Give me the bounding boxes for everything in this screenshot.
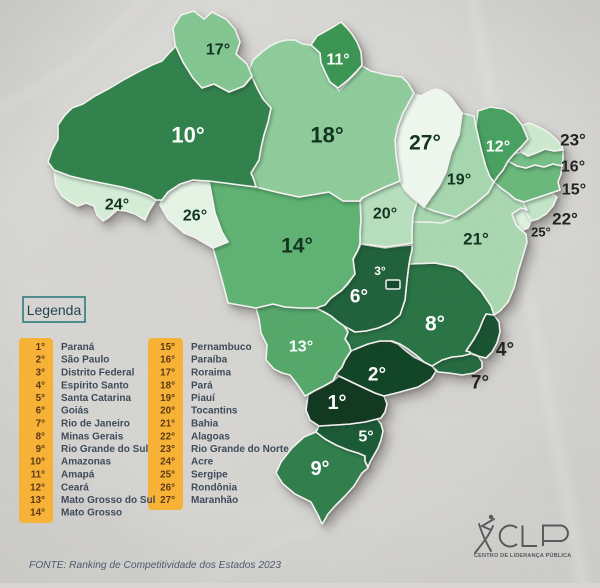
svg-text:24°: 24° [160, 457, 175, 468]
svg-text:17°: 17° [206, 42, 230, 59]
svg-text:13°: 13° [289, 339, 313, 356]
svg-text:2°: 2° [368, 365, 386, 386]
svg-text:14°: 14° [30, 508, 45, 519]
svg-text:11°: 11° [326, 52, 349, 69]
svg-text:12°: 12° [30, 482, 45, 493]
svg-text:Sergipe: Sergipe [191, 470, 228, 481]
svg-text:12°: 12° [486, 139, 510, 156]
svg-text:7°: 7° [471, 373, 489, 394]
svg-text:6°: 6° [350, 287, 368, 308]
svg-text:20°: 20° [160, 406, 175, 417]
svg-text:15°: 15° [562, 182, 586, 199]
svg-text:18°: 18° [310, 123, 343, 148]
svg-text:Rondônia: Rondônia [191, 482, 238, 493]
svg-text:Acre: Acre [191, 457, 214, 468]
svg-text:Tocantins: Tocantins [191, 406, 238, 417]
svg-text:Ceará: Ceará [61, 482, 89, 493]
svg-text:9°: 9° [36, 444, 45, 455]
svg-text:27°: 27° [160, 495, 175, 506]
svg-text:14°: 14° [281, 235, 313, 258]
svg-text:26°: 26° [183, 208, 207, 225]
svg-text:Alagoas: Alagoas [191, 431, 230, 442]
svg-text:Maranhão: Maranhão [191, 495, 238, 506]
svg-text:Goiás: Goiás [61, 406, 89, 417]
svg-text:Pará: Pará [191, 380, 213, 391]
svg-text:5°: 5° [36, 393, 45, 404]
svg-text:19°: 19° [447, 172, 471, 189]
svg-text:Paraíba: Paraíba [191, 355, 228, 366]
svg-text:8°: 8° [36, 431, 45, 442]
svg-text:Mato Grosso do Sul: Mato Grosso do Sul [61, 495, 156, 506]
svg-text:27°: 27° [409, 132, 441, 155]
svg-text:Espírito Santo: Espírito Santo [61, 380, 129, 391]
svg-text:26°: 26° [160, 482, 175, 493]
svg-text:20°: 20° [373, 206, 397, 223]
svg-text:23°: 23° [160, 444, 175, 455]
svg-text:23°: 23° [560, 131, 586, 150]
svg-text:18°: 18° [160, 380, 175, 391]
svg-text:Amazonas: Amazonas [61, 457, 111, 468]
svg-text:3°: 3° [36, 368, 45, 379]
svg-text:16°: 16° [561, 159, 585, 176]
svg-text:1°: 1° [327, 392, 346, 414]
svg-text:16°: 16° [160, 355, 175, 366]
svg-text:22°: 22° [552, 210, 578, 229]
svg-text:Roraima: Roraima [191, 368, 231, 379]
svg-text:Rio Grande do Norte: Rio Grande do Norte [191, 444, 289, 455]
svg-text:25°: 25° [531, 225, 551, 240]
svg-text:FONTE: Ranking de Competitivid: FONTE: Ranking de Competitividade dos Es… [29, 560, 281, 571]
svg-text:Rio de Janeiro: Rio de Janeiro [61, 419, 130, 430]
svg-text:Pernambuco: Pernambuco [191, 342, 252, 353]
svg-text:17°: 17° [160, 368, 175, 379]
svg-text:19°: 19° [160, 393, 175, 404]
svg-text:Legenda: Legenda [27, 302, 82, 318]
svg-text:Amapá: Amapá [61, 470, 95, 481]
svg-text:21°: 21° [463, 230, 489, 249]
svg-text:25°: 25° [160, 470, 175, 481]
svg-text:10°: 10° [30, 457, 45, 468]
svg-text:Paraná: Paraná [61, 342, 95, 353]
svg-text:13°: 13° [30, 495, 45, 506]
svg-text:4°: 4° [36, 380, 45, 391]
svg-text:3°: 3° [374, 264, 386, 278]
svg-text:11°: 11° [31, 470, 45, 481]
svg-text:8°: 8° [425, 313, 445, 336]
svg-text:9°: 9° [310, 458, 329, 480]
svg-text:7°: 7° [36, 419, 45, 430]
svg-text:24°: 24° [105, 197, 129, 214]
svg-text:Piauí: Piauí [191, 393, 216, 404]
svg-text:22°: 22° [160, 431, 175, 442]
svg-text:Bahia: Bahia [191, 419, 219, 430]
svg-text:São Paulo: São Paulo [61, 355, 109, 366]
svg-text:Minas Gerais: Minas Gerais [61, 431, 124, 442]
svg-text:CENTRO DE LIDERANÇA PÚBLICA: CENTRO DE LIDERANÇA PÚBLICA [474, 552, 571, 559]
svg-text:Mato Grosso: Mato Grosso [61, 508, 122, 519]
svg-text:Distrito Federal: Distrito Federal [61, 368, 135, 379]
svg-text:1°: 1° [36, 342, 45, 353]
svg-text:21°: 21° [160, 419, 175, 430]
svg-text:Rio Grande do Sul: Rio Grande do Sul [61, 444, 148, 455]
svg-text:2°: 2° [36, 355, 45, 366]
svg-text:5°: 5° [358, 429, 373, 446]
svg-text:6°: 6° [36, 406, 45, 417]
svg-text:4°: 4° [496, 340, 514, 361]
svg-text:Santa Catarina: Santa Catarina [61, 393, 131, 404]
svg-text:15°: 15° [160, 342, 175, 353]
svg-text:10°: 10° [171, 123, 204, 148]
